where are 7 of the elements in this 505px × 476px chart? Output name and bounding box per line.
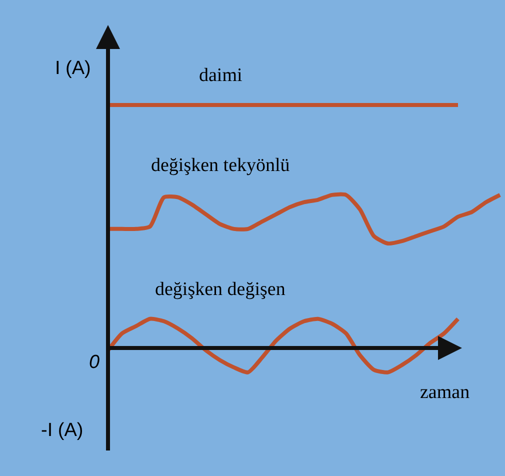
series-label: değişken değişen [155, 279, 286, 300]
series-label: değişken tekyönlü [151, 155, 290, 176]
x-axis-title: zaman [420, 382, 470, 403]
text: -I (A) [41, 420, 84, 441]
series-label: daimi [199, 65, 242, 86]
text: 0 [89, 352, 100, 373]
y-axis-title: I (A) [55, 58, 91, 79]
